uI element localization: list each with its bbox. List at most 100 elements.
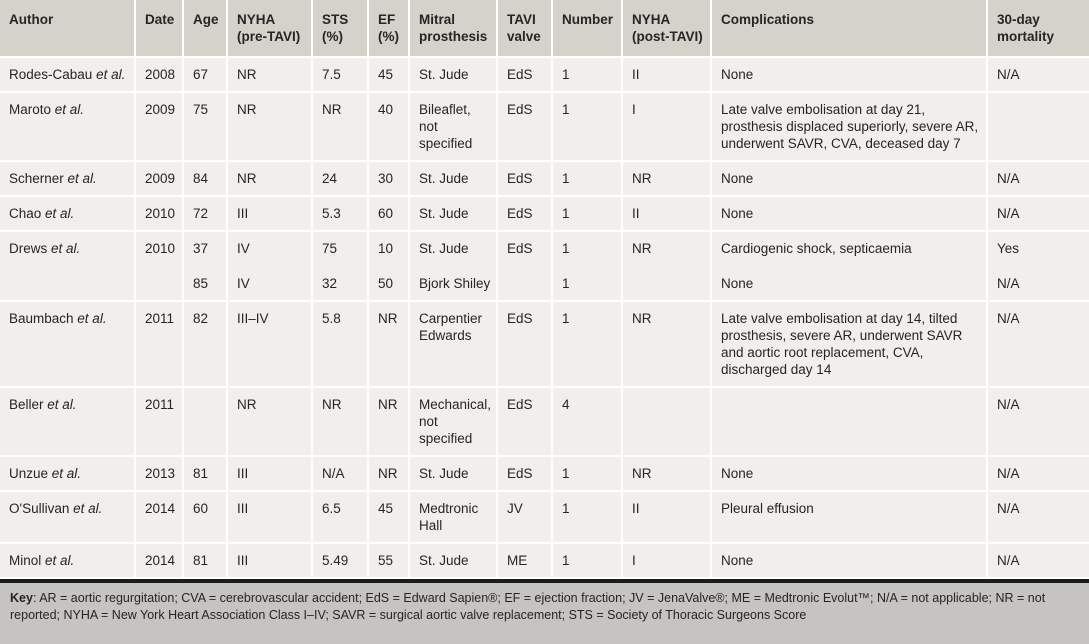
cell-30-day-mortality: Yes N/A — [988, 232, 1089, 300]
cell-number: 1 — [553, 93, 621, 160]
cell-age: 82 — [184, 302, 226, 386]
cell-sts: 24 — [313, 162, 367, 195]
cell-age-line: 37 — [193, 241, 209, 256]
cell-complications: None — [712, 544, 986, 577]
cell-complications: Late valve embolisation at day 14, tilte… — [712, 302, 986, 386]
table-row-o-sullivan: O'Sullivan et al. 2014 60 III 6.5 45 Medtronic… — [0, 492, 1089, 542]
cell-sts: 75 32 — [313, 232, 367, 300]
author-name: Scherner — [9, 171, 68, 186]
cell-tavi-valve-line: EdS — [507, 241, 533, 256]
cell-complications: Pleural effusion — [712, 492, 986, 542]
cell-number: 1 — [553, 457, 621, 490]
cell-30-day-mortality: N/A — [988, 302, 1089, 386]
cell-complications-line: Cardiogenic shock, septicaemia — [721, 241, 912, 256]
cell-date: 2011 — [136, 388, 182, 455]
cell-nyha-post-tavi-line: NR — [632, 241, 652, 256]
table-row-drews: Drews et al. 2010 37 85 IV IV 75 32 10 50 St. Jude… — [0, 232, 1089, 300]
table-row-maroto: Maroto et al. 2009 75 NR NR 40 Bileaflet, not … — [0, 93, 1089, 160]
author-name: Chao — [9, 206, 46, 221]
cell-30-day-mortality-line: N/A — [997, 276, 1020, 291]
author-etal: et al. — [77, 311, 107, 326]
cell-nyha-pre-tavi: III — [228, 197, 311, 230]
cell-author: Maroto et al. — [0, 93, 134, 160]
cell-mitral-prosthesis: St. Jude — [410, 457, 496, 490]
table-bottom-rule — [0, 579, 1089, 583]
cell-age: 84 — [184, 162, 226, 195]
cell-number: 1 — [553, 197, 621, 230]
table-row-baumbach: Baumbach et al. 2011 82 III–IV 5.8 NR Carpenti… — [0, 302, 1089, 386]
cell-ef: 60 — [369, 197, 408, 230]
cell-date: 2009 — [136, 93, 182, 160]
cell-tavi-valve: EdS — [498, 457, 551, 490]
cell-mitral-prosthesis: Bileaflet, not specified — [410, 93, 496, 160]
cell-date: 2009 — [136, 162, 182, 195]
column-header-age: Age — [184, 0, 226, 56]
author-etal: et al. — [96, 67, 126, 82]
cell-ef: 10 50 — [369, 232, 408, 300]
table-row-rodes-cabau: Rodes-Cabau et al. 2008 67 NR 7.5 45 St. Jude E… — [0, 58, 1089, 91]
cell-sts-line: 32 — [322, 276, 338, 291]
cell-mitral-prosthesis: St. Jude — [410, 58, 496, 91]
cell-age — [184, 388, 226, 455]
cell-nyha-pre-tavi: III — [228, 457, 311, 490]
column-header-tavi-valve: TAVI valve — [498, 0, 551, 56]
cell-mitral-prosthesis: St. Jude — [410, 162, 496, 195]
cell-author: Drews et al. — [0, 232, 134, 300]
cell-nyha-pre-tavi: IV IV — [228, 232, 311, 300]
cell-number: 1 — [553, 492, 621, 542]
cell-nyha-post-tavi: NR — [623, 302, 710, 386]
cell-nyha-post-tavi: II — [623, 492, 710, 542]
cell-nyha-post-tavi: II — [623, 58, 710, 91]
cell-age: 37 85 — [184, 232, 226, 300]
cell-nyha-pre-tavi: III — [228, 544, 311, 577]
column-header-30-day-mortality: 30-day mortality — [988, 0, 1089, 56]
cell-author: Unzue et al. — [0, 457, 134, 490]
author-name: Rodes-Cabau — [9, 67, 97, 82]
table-row-scherner: Scherner et al. 2009 84 NR 24 30 St. Jude EdS 1 N… — [0, 162, 1089, 195]
table-row-chao: Chao et al. 2010 72 III 5.3 60 St. Jude EdS 1 II N… — [0, 197, 1089, 230]
cell-ef-line: 50 — [378, 276, 394, 291]
cell-date: 2008 — [136, 58, 182, 91]
cell-sts: 7.5 — [313, 58, 367, 91]
cell-ef: NR — [369, 302, 408, 386]
cell-date: 2011 — [136, 302, 182, 386]
cell-tavi-valve-line — [507, 275, 548, 292]
author-name: Unzue — [9, 466, 52, 481]
key-label: Key — [10, 591, 33, 605]
cell-sts: 5.49 — [313, 544, 367, 577]
cell-sts: NR — [313, 93, 367, 160]
cell-number: 1 — [553, 162, 621, 195]
cell-ef: NR — [369, 457, 408, 490]
cell-age-line: 85 — [193, 276, 209, 291]
cell-age: 75 — [184, 93, 226, 160]
cell-complications: None — [712, 197, 986, 230]
table-body: Rodes-Cabau et al. 2008 67 NR 7.5 45 St. Jude E… — [0, 58, 1089, 577]
cell-30-day-mortality: N/A — [988, 162, 1089, 195]
author-etal: et al. — [45, 553, 75, 568]
cell-tavi-valve: JV — [498, 492, 551, 542]
column-header-sts: STS (%) — [313, 0, 367, 56]
cell-number: 1 — [553, 58, 621, 91]
cell-30-day-mortality: N/A — [988, 58, 1089, 91]
cell-ef: 30 — [369, 162, 408, 195]
cell-nyha-post-tavi: NR — [623, 457, 710, 490]
cell-number-line: 1 — [562, 276, 570, 291]
cell-author: Chao et al. — [0, 197, 134, 230]
cell-number-line: 1 — [562, 241, 570, 256]
cell-number: 1 — [553, 544, 621, 577]
cell-author: Baumbach et al. — [0, 302, 134, 386]
author-etal: et al. — [51, 241, 81, 256]
cell-sts: 6.5 — [313, 492, 367, 542]
author-etal: et al. — [47, 397, 77, 412]
cell-date: 2014 — [136, 544, 182, 577]
column-header-nyha-post-tavi: NYHA (post-TAVI) — [623, 0, 710, 56]
cell-nyha-pre-tavi: III — [228, 492, 311, 542]
cell-nyha-post-tavi: NR — [623, 162, 710, 195]
cell-nyha-post-tavi-line — [632, 275, 707, 292]
cell-age: 67 — [184, 58, 226, 91]
author-etal: et al. — [54, 102, 85, 117]
cell-sts: NR — [313, 388, 367, 455]
cell-complications: None — [712, 58, 986, 91]
cell-tavi-valve: EdS — [498, 93, 551, 160]
